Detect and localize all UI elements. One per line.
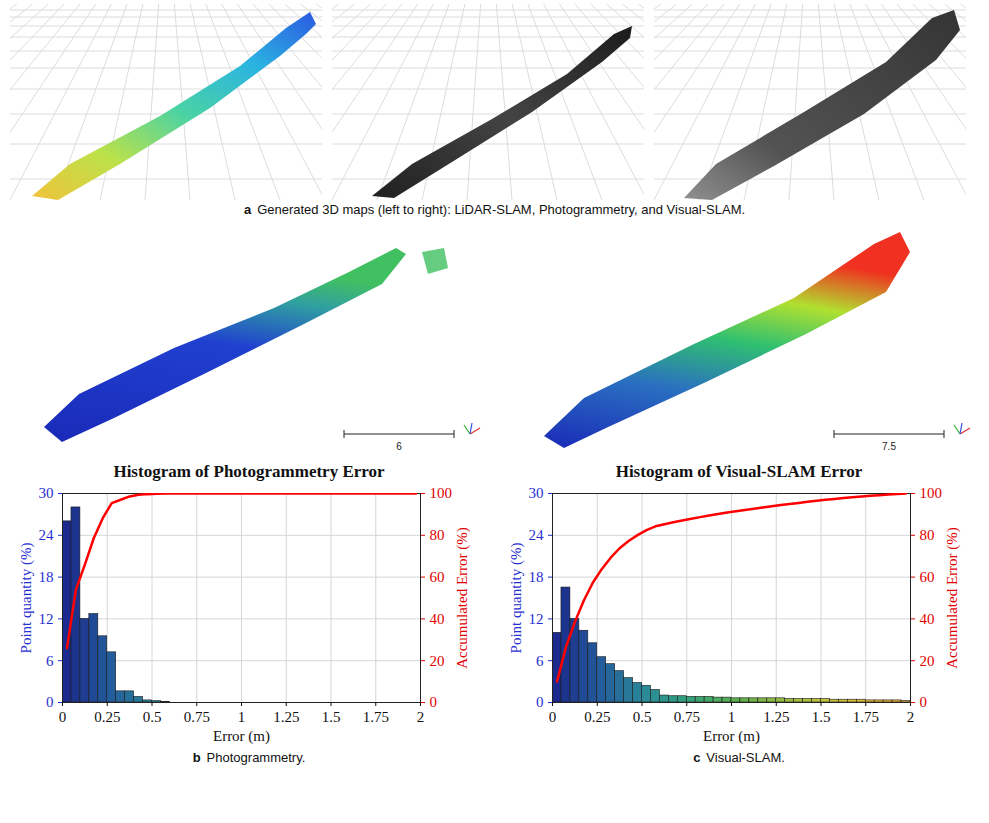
html-text:a Generated 3D maps (left to r: a Generated 3D maps (left to right): LiD…	[243, 202, 746, 217]
html-text:c Visual-SLAM.: c Visual-SLAM.	[693, 750, 785, 765]
svg-text:40: 40	[430, 611, 445, 627]
svg-text:30: 30	[39, 485, 54, 501]
svg-text:Point quantity (%): Point quantity (%)	[18, 543, 35, 654]
svg-text:12: 12	[529, 611, 544, 627]
svg-text:1: 1	[728, 709, 736, 725]
svg-text:Accumulated Error (%): Accumulated Error (%)	[454, 527, 471, 669]
html-text:Histogram of Visual-SLAM Error: Histogram of Visual-SLAM Error	[615, 462, 863, 481]
svg-text:18: 18	[39, 569, 54, 585]
svg-text:0: 0	[549, 709, 557, 725]
svg-text:0.25: 0.25	[584, 709, 610, 725]
svg-text:24: 24	[529, 527, 545, 543]
svg-text:0.5: 0.5	[633, 709, 652, 725]
svg-text:0: 0	[430, 694, 438, 710]
svg-text:1: 1	[238, 709, 246, 725]
svg-text:2: 2	[417, 709, 425, 725]
svg-text:60: 60	[430, 569, 445, 585]
svg-text:0.25: 0.25	[94, 709, 120, 725]
svg-text:18: 18	[529, 569, 544, 585]
svg-text:100: 100	[920, 485, 943, 501]
svg-text:1.75: 1.75	[363, 709, 389, 725]
svg-text:80: 80	[430, 527, 445, 543]
svg-text:24: 24	[39, 527, 55, 543]
svg-text:6: 6	[396, 441, 402, 452]
svg-text:1.5: 1.5	[322, 709, 341, 725]
svg-text:0.5: 0.5	[143, 709, 162, 725]
svg-text:20: 20	[430, 653, 445, 669]
svg-text:6: 6	[536, 653, 544, 669]
svg-text:0: 0	[920, 694, 928, 710]
html-text:b Photogrammetry.: b Photogrammetry.	[192, 750, 306, 765]
html-text:Histogram of Photogrammetry Er: Histogram of Photogrammetry Error	[113, 462, 385, 481]
svg-text:Error (m): Error (m)	[213, 728, 270, 745]
svg-text:Point quantity (%): Point quantity (%)	[508, 543, 525, 654]
svg-text:2: 2	[907, 709, 915, 725]
svg-text:0: 0	[46, 694, 54, 710]
svg-text:1.5: 1.5	[812, 709, 831, 725]
svg-text:Accumulated Error (%): Accumulated Error (%)	[944, 527, 961, 669]
svg-text:60: 60	[920, 569, 935, 585]
svg-text:12: 12	[39, 611, 54, 627]
svg-text:0: 0	[59, 709, 67, 725]
svg-text:20: 20	[920, 653, 935, 669]
svg-text:Error (m): Error (m)	[703, 728, 760, 745]
svg-text:1.75: 1.75	[853, 709, 879, 725]
svg-text:30: 30	[529, 485, 544, 501]
svg-text:80: 80	[920, 527, 935, 543]
svg-text:0: 0	[536, 694, 544, 710]
svg-text:6: 6	[46, 653, 54, 669]
svg-text:0.75: 0.75	[184, 709, 210, 725]
svg-text:1.25: 1.25	[763, 709, 789, 725]
svg-text:7.5: 7.5	[882, 441, 896, 452]
svg-text:1.25: 1.25	[273, 709, 299, 725]
svg-text:100: 100	[430, 485, 453, 501]
svg-text:0.75: 0.75	[674, 709, 700, 725]
svg-text:40: 40	[920, 611, 935, 627]
